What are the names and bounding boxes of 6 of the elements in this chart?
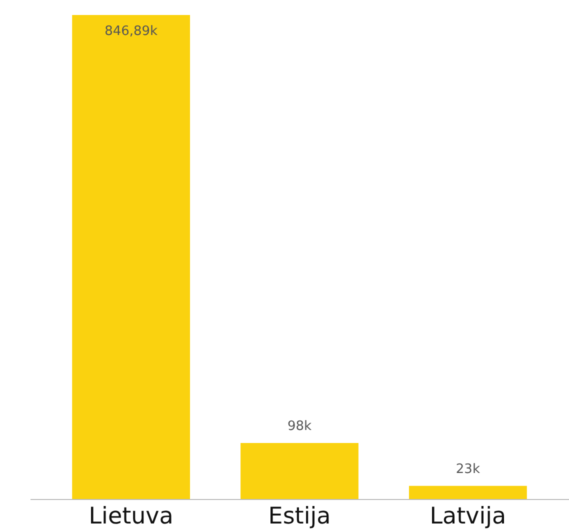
x-tick-label: Lietuva (88, 504, 174, 530)
x-tick-label: Latvija (430, 504, 506, 530)
data-label: 846,89k (104, 24, 158, 39)
x-tick-label: Estija (268, 504, 331, 530)
data-label: 98k (287, 418, 312, 434)
data-label: 23k (456, 462, 480, 477)
